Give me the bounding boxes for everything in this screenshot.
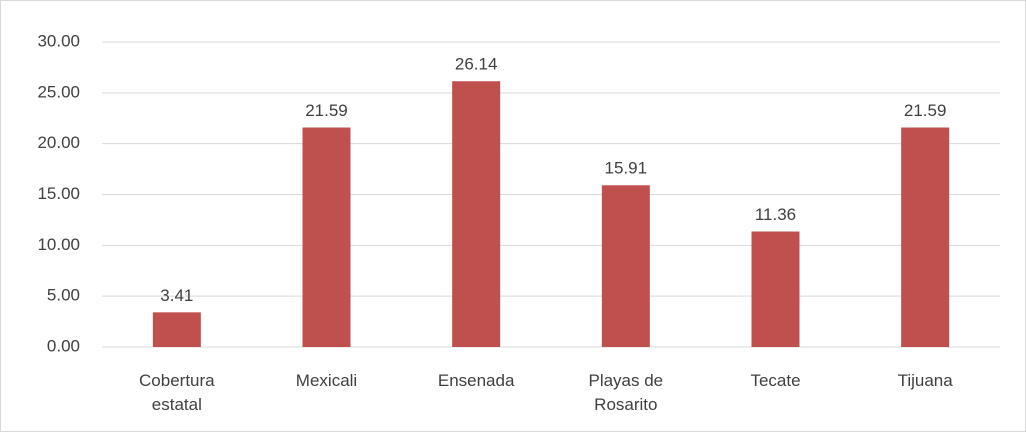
y-tick-label: 15.00 xyxy=(37,184,80,203)
y-tick-label: 30.00 xyxy=(37,31,80,50)
x-tick-label: Mexicali xyxy=(295,371,358,390)
x-tick-label: Tijuana xyxy=(897,371,953,390)
bar xyxy=(601,185,650,347)
data-label: 15.91 xyxy=(605,159,648,178)
y-tick-label: 25.00 xyxy=(37,82,80,101)
x-tick-label: Cobertura estatal xyxy=(139,371,215,414)
bar xyxy=(901,127,950,347)
data-label: 21.59 xyxy=(904,101,947,120)
x-tick-label: Playas de Rosarito xyxy=(588,371,664,414)
data-label: 21.59 xyxy=(305,101,348,120)
bar xyxy=(751,231,800,347)
bar xyxy=(302,127,351,347)
bar xyxy=(152,312,201,347)
data-label: 26.14 xyxy=(455,55,498,74)
y-tick-label: 0.00 xyxy=(47,336,80,355)
bar xyxy=(452,81,501,347)
x-tick-label: Tecate xyxy=(750,371,801,390)
data-label: 11.36 xyxy=(755,205,796,224)
y-tick-label: 20.00 xyxy=(37,133,80,152)
x-tick-label: Ensenada xyxy=(437,371,515,390)
y-tick-label: 5.00 xyxy=(47,286,80,305)
y-tick-label: 10.00 xyxy=(37,235,80,254)
data-label: 3.41 xyxy=(160,286,193,305)
